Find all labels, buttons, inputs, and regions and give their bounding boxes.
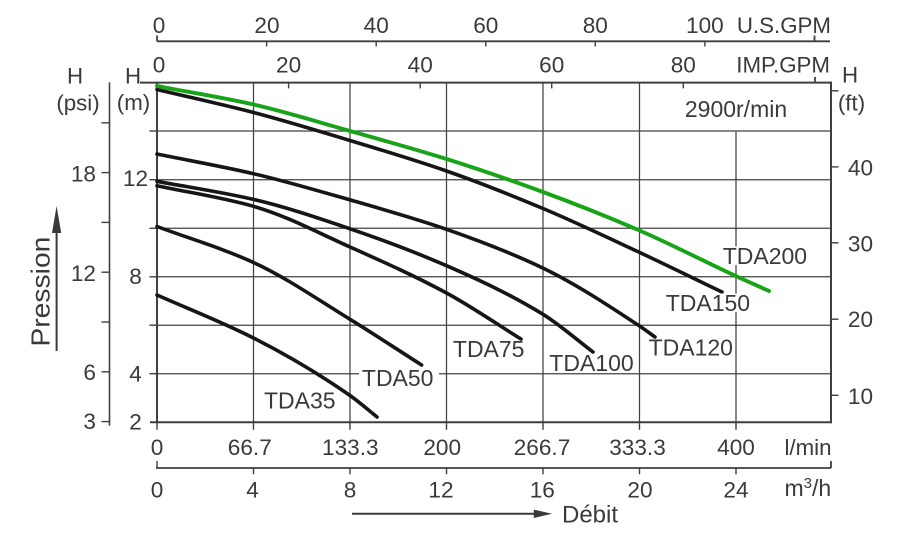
- svg-text:12: 12: [123, 166, 148, 191]
- svg-text:20: 20: [848, 307, 873, 332]
- svg-text:Pression: Pression: [26, 237, 56, 347]
- svg-text:0: 0: [151, 435, 164, 460]
- svg-text:4: 4: [246, 478, 259, 503]
- svg-text:0: 0: [153, 13, 166, 38]
- svg-text:IMP.GPM: IMP.GPM: [736, 53, 830, 78]
- svg-text:(m): (m): [117, 90, 150, 115]
- svg-text:0: 0: [151, 478, 164, 503]
- svg-text:H: H: [125, 64, 141, 89]
- svg-text:TDA75: TDA75: [453, 336, 525, 362]
- svg-text:24: 24: [723, 478, 748, 503]
- svg-text:40: 40: [364, 13, 389, 38]
- svg-text:80: 80: [583, 13, 608, 38]
- svg-text:l/min: l/min: [784, 435, 831, 460]
- svg-text:Débit: Débit: [562, 502, 618, 529]
- svg-text:U.S.GPM: U.S.GPM: [737, 13, 831, 38]
- svg-text:400: 400: [717, 435, 755, 460]
- svg-text:TDA50: TDA50: [362, 365, 434, 391]
- svg-text:12: 12: [71, 261, 96, 286]
- svg-text:40: 40: [848, 156, 873, 181]
- svg-text:100: 100: [686, 13, 724, 38]
- svg-text:(psi): (psi): [56, 91, 99, 116]
- svg-text:20: 20: [276, 53, 301, 78]
- svg-text:200: 200: [423, 435, 461, 460]
- svg-text:TDA100: TDA100: [549, 350, 633, 376]
- svg-text:0: 0: [153, 53, 166, 78]
- svg-text:TDA150: TDA150: [666, 290, 750, 316]
- svg-text:H: H: [842, 63, 858, 88]
- svg-text:60: 60: [539, 53, 564, 78]
- svg-text:12: 12: [428, 478, 453, 503]
- svg-text:10: 10: [848, 384, 873, 409]
- svg-text:30: 30: [848, 231, 873, 256]
- svg-text:8: 8: [344, 478, 357, 503]
- svg-text:16: 16: [530, 478, 555, 503]
- svg-text:80: 80: [671, 53, 696, 78]
- svg-text:66.7: 66.7: [228, 435, 272, 460]
- svg-text:2900r/min: 2900r/min: [685, 96, 787, 122]
- svg-text:20: 20: [254, 13, 279, 38]
- svg-text:18: 18: [71, 162, 96, 187]
- svg-text:H: H: [67, 64, 83, 89]
- svg-text:20: 20: [627, 478, 652, 503]
- svg-text:TDA35: TDA35: [264, 387, 336, 413]
- svg-text:2: 2: [129, 409, 142, 434]
- svg-text:266.7: 266.7: [514, 435, 571, 460]
- svg-text:TDA120: TDA120: [649, 335, 733, 361]
- svg-text:133.3: 133.3: [322, 435, 379, 460]
- svg-text:8: 8: [129, 264, 142, 289]
- svg-text:40: 40: [408, 53, 433, 78]
- svg-text:6: 6: [83, 360, 96, 385]
- svg-text:60: 60: [473, 13, 498, 38]
- svg-text:333.3: 333.3: [609, 435, 666, 460]
- svg-text:TDA200: TDA200: [723, 243, 807, 269]
- svg-text:m3/h: m3/h: [785, 475, 832, 501]
- svg-text:4: 4: [129, 362, 142, 387]
- svg-text:(ft): (ft): [838, 91, 865, 116]
- svg-text:3: 3: [83, 409, 96, 434]
